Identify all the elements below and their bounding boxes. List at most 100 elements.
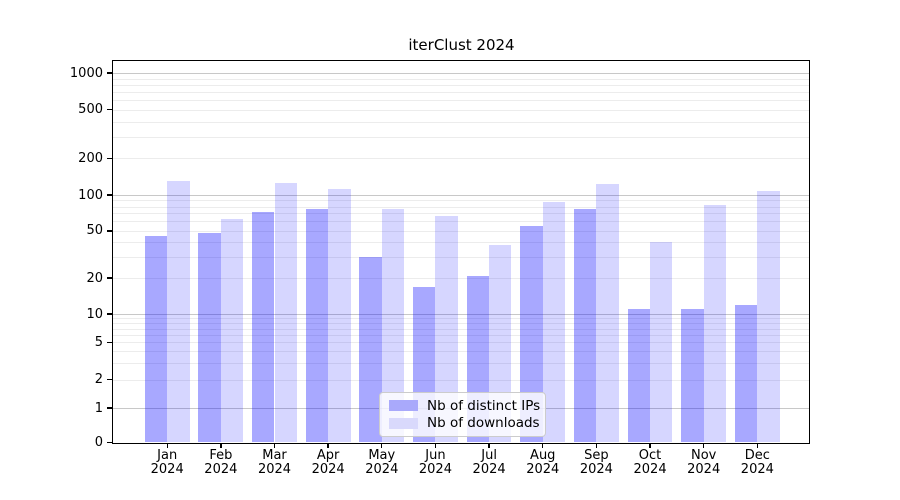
x-tick-year: 2024: [579, 462, 613, 477]
minor-gridline: [113, 158, 810, 160]
minor-gridline: [113, 318, 810, 320]
y-tick-label: 0: [94, 435, 103, 450]
legend-swatch-downloads: [389, 417, 418, 429]
minor-gridline: [113, 379, 810, 381]
x-tick-month: Sep: [584, 447, 609, 463]
x-tick-mark: [595, 444, 598, 448]
minor-gridline: [113, 91, 810, 93]
y-tick-mark: [107, 313, 112, 315]
y-tick-label: 5: [94, 334, 103, 350]
y-tick-mark: [107, 72, 112, 74]
x-tick-label: May 2024: [352, 447, 412, 478]
y-tick-label: 200: [78, 150, 103, 166]
x-tick-year: 2024: [311, 462, 345, 477]
x-tick-label: Mar 2024: [245, 448, 305, 478]
x-tick-mark: [273, 444, 276, 448]
bar-distinct-ips: [305, 209, 329, 443]
bar-distinct-ips: [144, 236, 168, 443]
x-tick-month: Apr: [316, 447, 340, 463]
x-tick-month: Nov: [691, 447, 717, 463]
x-tick-label: Apr 2024: [298, 447, 358, 478]
bar-downloads: [328, 188, 351, 443]
bar-distinct-ips: [198, 232, 221, 443]
bar-downloads: [274, 183, 297, 443]
x-tick-month: Jun: [425, 447, 446, 463]
minor-gridline: [113, 363, 810, 365]
minor-gridline: [113, 100, 810, 102]
y-tick-mark: [107, 407, 112, 409]
minor-gridline: [113, 351, 810, 353]
bar-distinct-ips: [359, 257, 382, 443]
x-tick-label: Feb 2024: [191, 447, 251, 478]
x-tick-year: 2024: [633, 462, 667, 477]
x-tick-mark: [381, 444, 383, 448]
bar-downloads: [220, 218, 244, 443]
x-tick-label: Jun 2024: [405, 447, 465, 478]
x-tick-mark: [327, 444, 329, 448]
legend-swatch-distinct-ips: [389, 400, 418, 412]
y-tick-label: 50: [86, 223, 103, 239]
x-tick-label: Aug 2024: [513, 447, 573, 478]
minor-gridline: [113, 278, 810, 280]
x-tick-month: May: [368, 447, 396, 463]
bar-downloads: [435, 215, 458, 443]
legend-item-distinct-ips: Nb of distinct IPs: [389, 398, 540, 414]
y-tick-mark: [107, 277, 112, 279]
x-tick-year: 2024: [204, 462, 238, 477]
x-tick-mark: [703, 444, 705, 448]
x-tick-mark: [166, 444, 168, 448]
y-tick-label: 2: [94, 372, 103, 388]
minor-gridline: [113, 136, 810, 138]
bar-downloads: [757, 191, 780, 443]
bar-downloads: [703, 205, 727, 443]
x-tick-year: 2024: [150, 462, 184, 477]
bar-distinct-ips: [520, 225, 543, 443]
bar-downloads: [596, 184, 619, 443]
y-tick-mark: [107, 109, 112, 111]
x-tick-mark: [542, 444, 544, 448]
x-tick-year: 2024: [687, 462, 721, 477]
y-tick-mark: [107, 379, 112, 381]
x-tick-year: 2024: [365, 462, 399, 477]
legend-item-downloads: Nb of downloads: [389, 415, 540, 431]
minor-gridline: [113, 200, 810, 202]
x-tick-year: 2024: [418, 462, 452, 477]
y-tick-label: 1: [94, 400, 103, 416]
minor-gridline: [113, 342, 810, 344]
bar-downloads: [381, 209, 405, 443]
x-tick-mark: [220, 444, 222, 448]
x-tick-label: Nov 2024: [674, 447, 734, 478]
x-tick-month: Oct: [638, 447, 662, 463]
bar-distinct-ips: [252, 211, 275, 443]
bar-downloads: [542, 201, 566, 443]
x-tick-label: Dec 2024: [727, 447, 787, 478]
x-tick-label: Jan 2024: [137, 448, 197, 478]
y-tick-label: 500: [78, 102, 103, 118]
x-tick-mark: [649, 444, 651, 448]
minor-gridline: [113, 257, 810, 259]
x-tick-month: Aug: [530, 447, 556, 463]
minor-gridline: [113, 109, 810, 111]
y-tick-label: 10: [86, 306, 103, 322]
x-tick-month: Jul: [481, 447, 497, 463]
minor-gridline: [113, 221, 810, 223]
minor-gridline: [113, 328, 810, 330]
major-gridline: [113, 195, 810, 196]
minor-gridline: [113, 213, 810, 215]
x-tick-month: Feb: [209, 447, 233, 463]
bar-distinct-ips: [681, 309, 704, 443]
minor-gridline: [113, 84, 810, 86]
x-tick-mark: [434, 444, 437, 448]
x-tick-label: Jul 2024: [459, 447, 519, 478]
x-tick-label: Sep 2024: [566, 447, 626, 478]
minor-gridline: [113, 78, 810, 80]
bar-distinct-ips: [627, 309, 651, 443]
y-tick-label: 20: [86, 270, 103, 286]
x-tick-year: 2024: [257, 462, 292, 477]
minor-gridline: [113, 230, 810, 232]
x-tick-month: Dec: [744, 447, 770, 463]
y-tick-mark: [107, 230, 112, 232]
y-tick-label: 100: [78, 187, 103, 203]
x-tick-mark: [488, 444, 490, 448]
minor-gridline: [113, 121, 810, 123]
